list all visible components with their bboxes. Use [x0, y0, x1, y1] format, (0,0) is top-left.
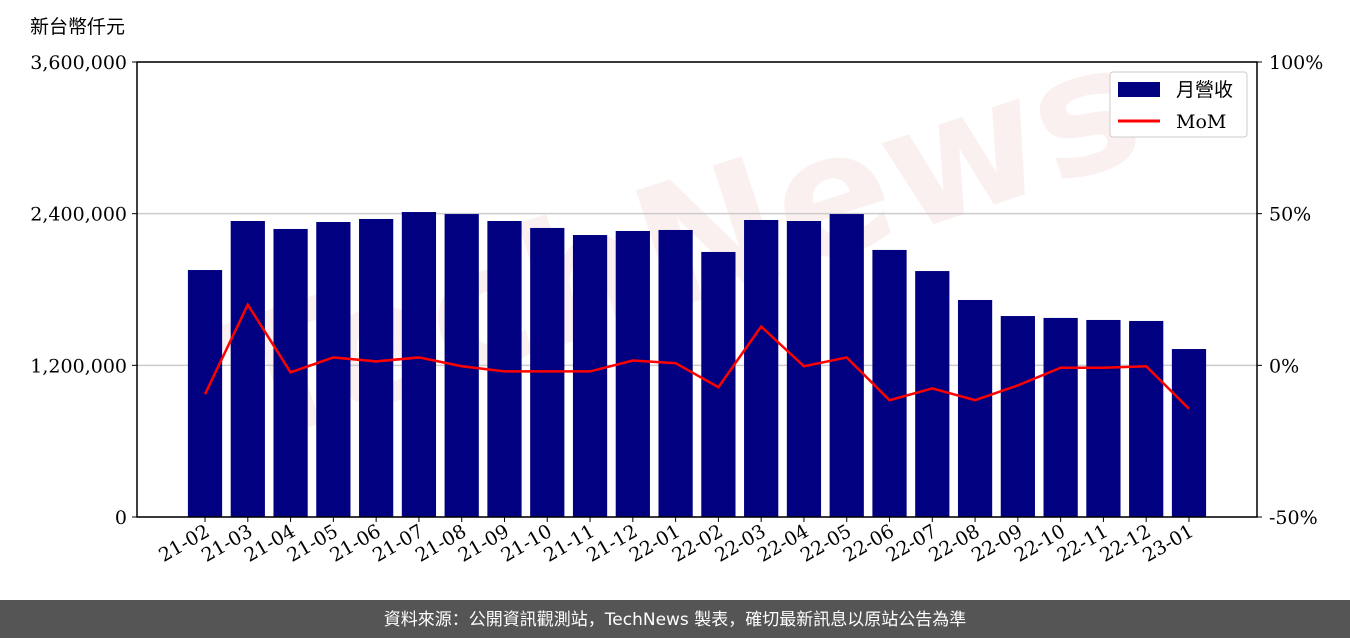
bar — [1171, 349, 1207, 517]
bar — [230, 220, 265, 517]
bar — [786, 220, 822, 517]
footer-bar — [0, 600, 1350, 638]
legend-swatch — [1118, 82, 1160, 97]
bar — [915, 271, 950, 517]
source-note: 資料來源：公開資訊觀測站，TechNews 製表，確切最新訊息以原站公告為準 — [384, 610, 966, 630]
y-tick-label: 1,200,000 — [30, 355, 127, 377]
bar — [615, 230, 650, 518]
bar — [744, 219, 779, 517]
bar — [1043, 317, 1078, 517]
x-tick-label: 23-01 — [1139, 520, 1197, 566]
legend-label: MoM — [1176, 111, 1226, 133]
bar — [1000, 316, 1035, 517]
y-tick-label: 3,600,000 — [30, 52, 127, 74]
y2-tick-label: 0% — [1269, 355, 1299, 377]
bar — [1129, 320, 1164, 517]
bar — [872, 249, 907, 517]
bar — [1086, 319, 1121, 517]
bar — [359, 218, 394, 517]
legend-label: 月營收 — [1176, 79, 1233, 101]
y2-tick-label: -50% — [1269, 507, 1318, 529]
bar — [401, 212, 437, 517]
line — [203, 302, 1190, 410]
bar — [829, 214, 864, 517]
y-tick-label: 0 — [115, 507, 127, 529]
bar — [957, 299, 993, 517]
bar — [572, 235, 608, 518]
plot-frame — [136, 61, 1258, 518]
bar — [316, 222, 351, 517]
bar — [658, 229, 693, 518]
y2-tick-label: 50% — [1269, 204, 1311, 226]
y-tick-label: 2,400,000 — [30, 204, 127, 226]
bar — [701, 251, 736, 517]
y-axis-label: 新台幣仟元 — [30, 16, 125, 38]
y2-tick-label: 100% — [1269, 52, 1323, 74]
